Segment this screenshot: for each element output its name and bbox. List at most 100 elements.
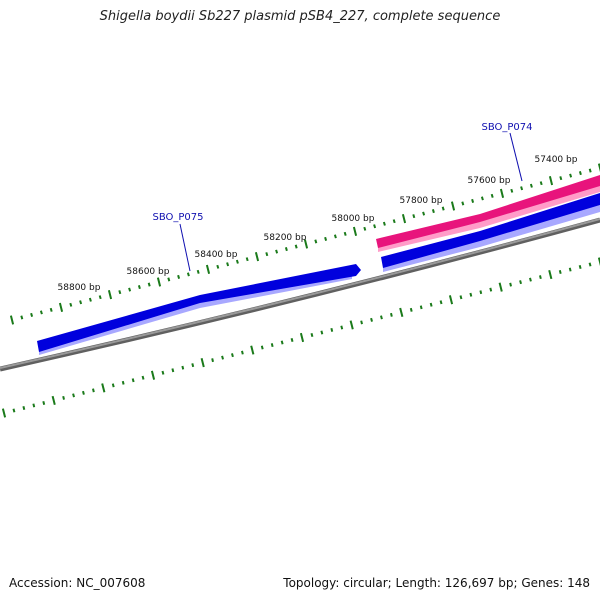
outer-tick-33 [333,234,337,239]
accession-text: Accession: NC_007608 [9,576,146,590]
feature-pink-band[interactable] [376,175,600,252]
inner-tick-49 [489,287,493,292]
outer-tick-0 [9,315,15,325]
backbone-highlight [0,218,600,369]
outer-tick-27 [275,249,279,254]
outer-tick-1 [20,315,24,320]
inner-tick-34 [340,325,344,330]
gene-sbo-p074-shadow [383,205,600,272]
gene-sbo-p074[interactable] [381,193,600,272]
outer-tick-38 [382,221,386,226]
gene-label-sbo-p074[interactable]: SBO_P074 [481,122,532,133]
outer-tick-20 [205,264,211,274]
outer-tick-35 [352,226,358,236]
gene-sbo-p075-shadow [39,273,352,355]
feature-pink-body [376,175,600,248]
inner-tick-29 [290,338,294,343]
outer-tick-23 [235,259,239,264]
sbo-p075-leader-line [179,223,191,272]
outer-tick-43 [431,209,435,214]
outer-tick-19 [196,269,200,274]
outer-tick-12 [128,287,132,292]
outer-tick-54 [539,181,543,186]
tick-label-58000: 58000 bp [332,214,375,224]
inner-tick-47 [469,292,473,297]
outer-tick-36 [363,226,367,231]
inner-tick-40 [399,307,404,317]
inner-tick-58 [578,265,582,270]
inner-tick-ring [1,257,600,418]
outer-tick-15 [156,277,162,287]
outer-tick-28 [284,247,288,252]
outer-tick-46 [461,201,465,206]
outer-tick-30 [303,239,309,249]
inner-tick-24 [241,350,244,355]
inner-tick-50 [498,282,503,292]
outer-tick-26 [265,252,269,257]
outer-tick-40 [401,214,407,224]
inner-tick-2 [22,405,26,410]
outer-tick-5 [58,302,64,312]
outer-tick-4 [49,307,53,312]
inner-tick-43 [429,302,433,307]
outer-tick-45 [450,201,456,211]
inner-tick-4 [42,400,46,405]
outer-tick-52 [520,186,524,191]
inner-tick-31 [310,332,314,337]
outer-tick-6 [69,302,73,307]
outer-tick-2 [30,312,34,317]
gene-sbo-p075[interactable] [37,264,361,355]
inner-tick-6 [62,395,65,400]
outer-tick-55 [548,176,554,186]
inner-tick-39 [390,312,393,317]
inner-tick-26 [260,345,264,350]
tick-label-57400: 57400 bp [535,155,578,165]
outer-tick-57 [569,173,573,178]
inner-tick-60 [597,257,600,267]
inner-tick-15 [150,370,156,380]
outer-tick-21 [216,264,220,269]
inner-tick-5 [51,395,56,406]
inner-tick-42 [419,305,423,310]
outer-tick-10 [107,290,113,300]
sbo-p074-leader-line [509,132,523,182]
outer-tick-50 [499,188,505,198]
inner-tick-10 [101,383,106,393]
inner-tick-8 [82,390,85,395]
outer-tick-49 [490,193,494,198]
inner-tick-51 [509,282,512,287]
outer-tick-25 [254,252,260,262]
outer-tick-17 [177,274,181,279]
inner-tick-20 [200,358,205,368]
outer-tick-18 [186,272,190,277]
inner-tick-46 [459,295,463,300]
inner-tick-17 [171,368,175,373]
inner-tick-25 [250,345,255,355]
gene-label-sbo-p075[interactable]: SBO_P075 [152,212,203,223]
tick-label-58800: 58800 bp [58,283,101,293]
outer-tick-11 [118,290,122,295]
gene-sbo-p075-body [37,264,361,352]
outer-tick-48 [480,196,484,201]
inner-tick-3 [32,403,36,408]
tick-label-57800: 57800 bp [400,196,443,206]
inner-tick-7 [72,393,75,398]
outer-tick-59 [588,168,592,173]
inner-tick-52 [519,280,522,285]
outer-tick-58 [578,171,582,176]
outer-tick-14 [147,282,151,287]
outer-tick-8 [88,297,92,302]
tick-label-57600: 57600 bp [468,176,511,186]
inner-tick-55 [548,269,553,280]
inner-tick-44 [439,300,443,305]
map-title: Shigella boydii Sb227 plasmid pSB4_227, … [99,9,501,24]
inner-tick-9 [92,388,95,393]
outer-tick-44 [441,206,445,211]
inner-tick-0 [1,408,7,418]
outer-tick-7 [79,300,83,305]
tick-label-58600: 58600 bp [127,267,170,277]
gene-sbo-p074-body [381,193,600,268]
inner-tick-33 [330,327,334,332]
